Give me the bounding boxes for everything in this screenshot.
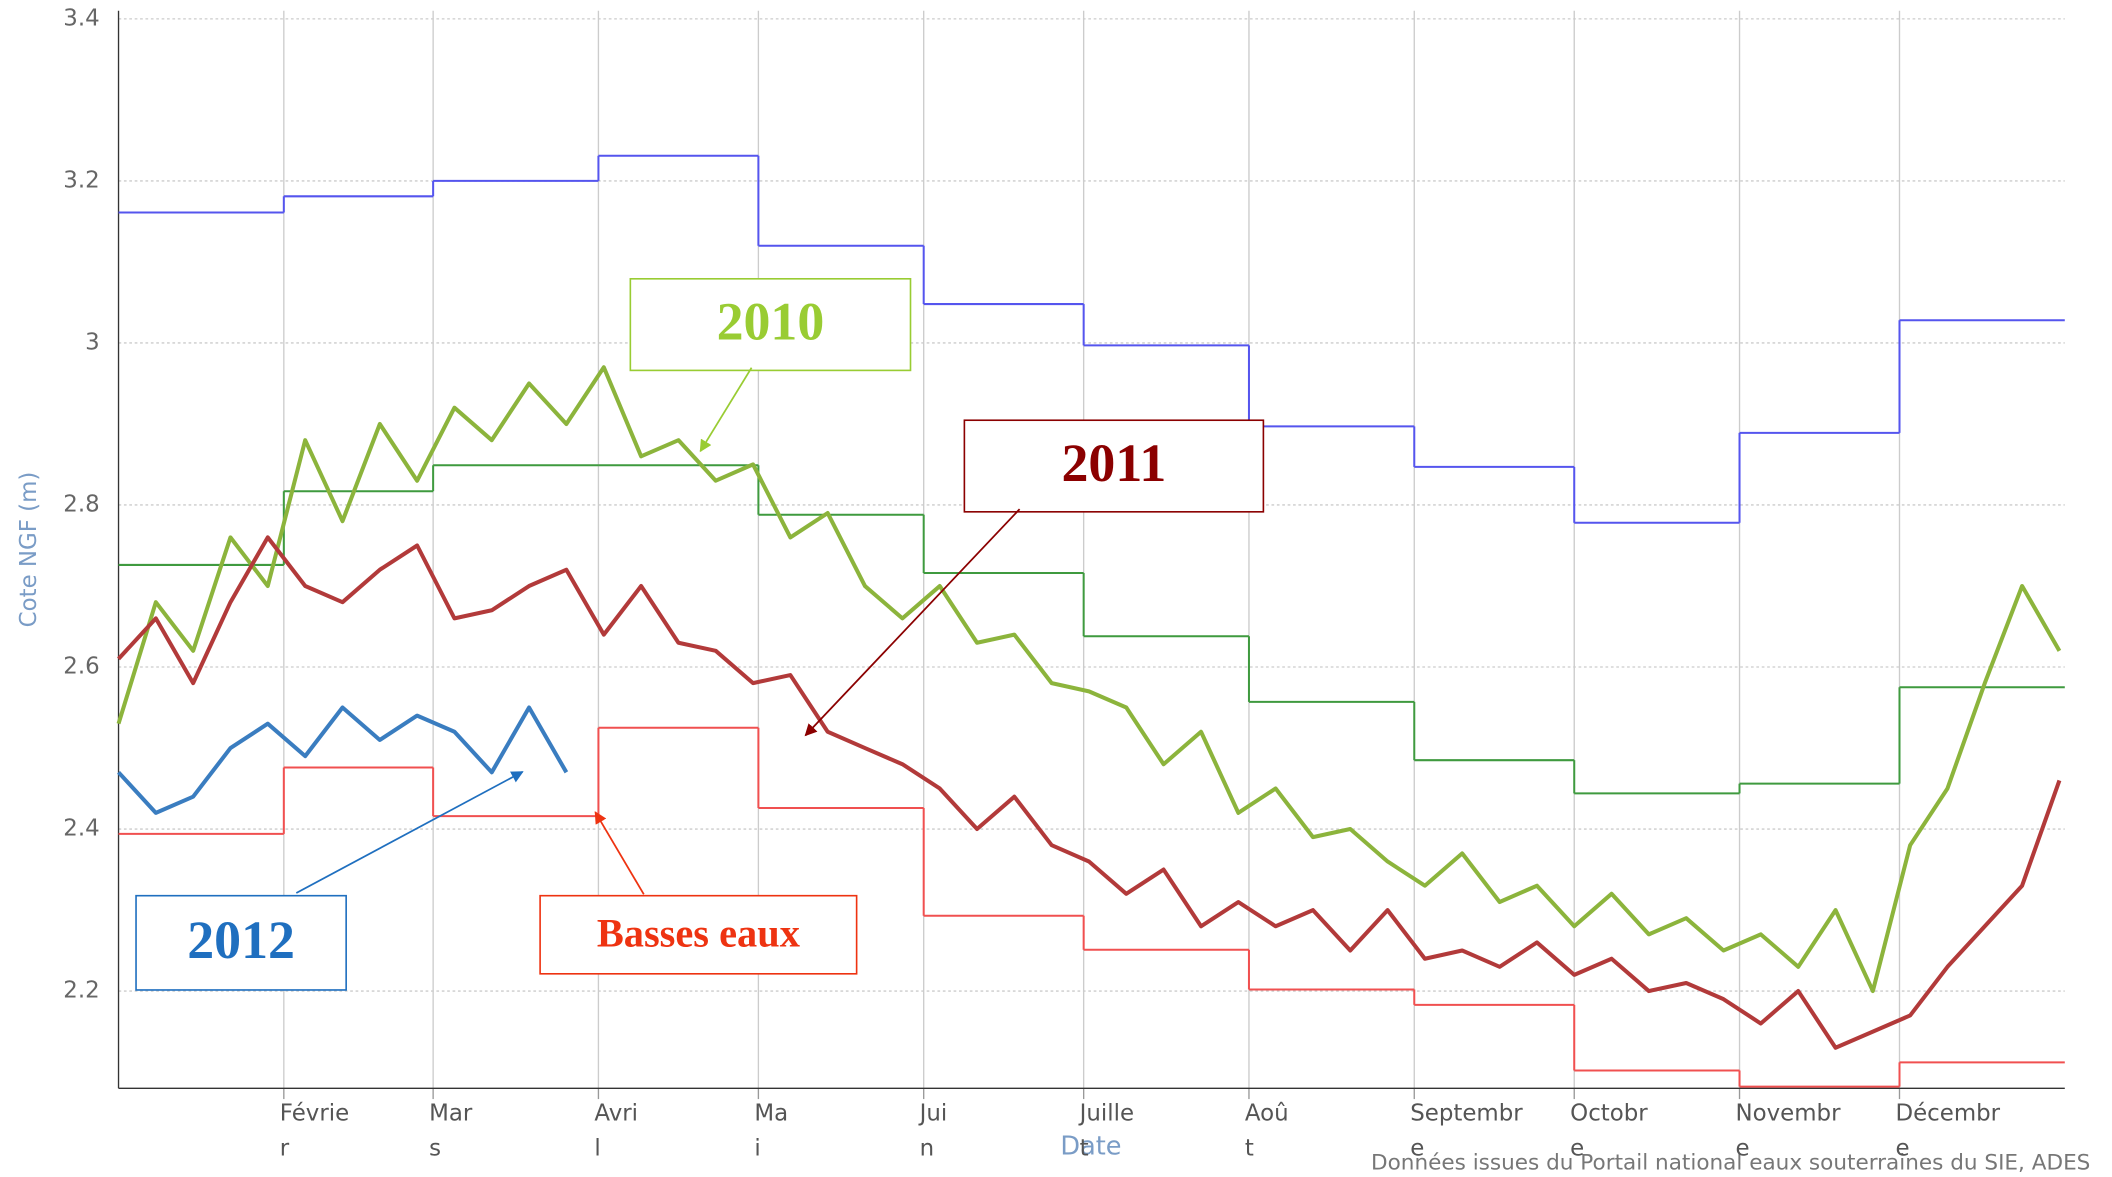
series-line (117, 535, 2062, 1050)
source-note: Données issues du Portail national eaux … (1371, 1151, 2090, 1176)
x-tick-label: Mar s (429, 1100, 473, 1163)
x-tick-label: Novembr e (1735, 1100, 1841, 1163)
annotation-box (539, 894, 858, 975)
y-tick-label: 3.2 (63, 167, 99, 193)
y-tick-label: 2.4 (63, 816, 99, 842)
x-tick-label: Févrie r (279, 1100, 350, 1163)
y-tick-label: 3.4 (63, 5, 99, 31)
annotation-text: 2011 (1062, 433, 1167, 493)
y-tick-label: 2.2 (63, 978, 99, 1004)
y-tick-label: 2.6 (63, 654, 99, 680)
x-tick-label: Juille t (1079, 1100, 1135, 1163)
annotation-arrow (804, 508, 1021, 737)
annotation-box (963, 419, 1265, 513)
y-axis-label: Cote NGF (m) (16, 472, 42, 628)
annotation-arrow (594, 811, 645, 895)
x-tick-label: Avri l (594, 1100, 639, 1163)
annotation-text: 2010 (717, 292, 825, 352)
x-tick-label: Décembr e (1895, 1100, 2001, 1163)
x-tick-label: Jui n (919, 1100, 948, 1163)
x-tick-label: Octobr e (1570, 1100, 1648, 1163)
x-tick-label: Aoû t (1244, 1100, 1289, 1163)
series-line (117, 705, 569, 815)
y-tick-label: 3 (85, 329, 100, 355)
annotation-box (135, 894, 347, 991)
x-tick-label: Septembr e (1410, 1100, 1523, 1163)
annotation-text: 2012 (187, 910, 295, 970)
series-line (116, 365, 2062, 994)
annotation-box (629, 278, 912, 372)
annotation-arrow (699, 367, 753, 453)
y-tick-label: 2.8 (63, 491, 99, 517)
x-axis-label: Date (1060, 1132, 1121, 1162)
annotation-text: Basses eaux (597, 911, 800, 956)
x-tick-label: Ma i (754, 1100, 789, 1163)
annotation-arrow (295, 771, 524, 894)
